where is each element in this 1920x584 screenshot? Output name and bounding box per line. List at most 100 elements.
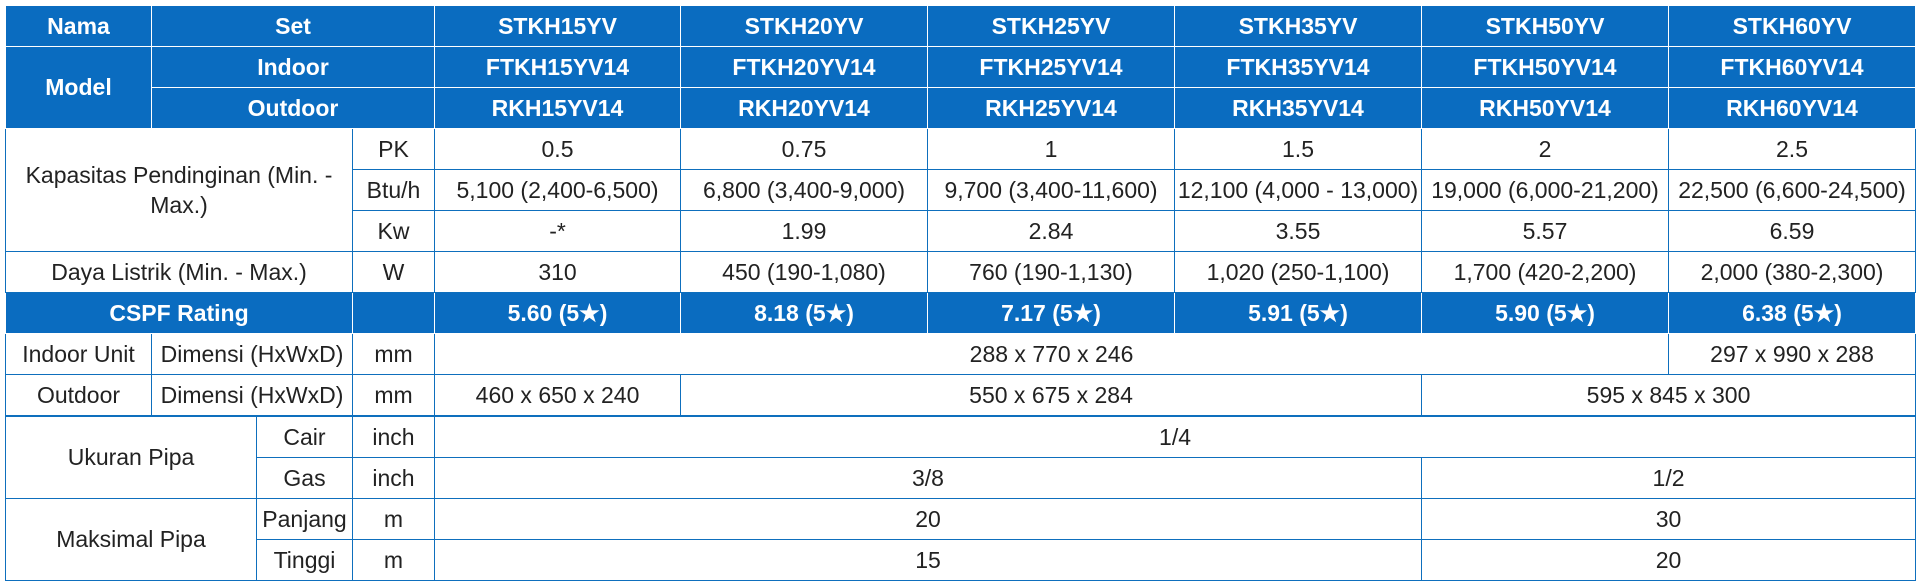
spec-table-wrapper: Nama Set STKH15YV STKH20YV STKH25YV STKH… xyxy=(5,5,1917,416)
unit-cell: m xyxy=(352,498,435,540)
unit-cell: Btu/h xyxy=(351,169,436,211)
outdoor-label: Outdoor xyxy=(150,87,436,129)
indoor-model-cell: FTKH15YV14 xyxy=(434,46,682,88)
spec-table: Nama Set STKH15YV STKH20YV STKH25YV STKH… xyxy=(5,5,1917,416)
value-cell: 2.84 xyxy=(927,210,1176,252)
outdoor-dimension-value-c: 595 x 845 x 300 xyxy=(1421,374,1917,416)
cspf-value: 5.90 (5★) xyxy=(1421,292,1670,334)
value-cell: 2 xyxy=(1421,128,1670,170)
max-pipe-height-label: Tinggi xyxy=(256,539,353,581)
unit-cell: mm xyxy=(351,333,436,375)
value-cell: 310 xyxy=(434,251,682,293)
indoor-model-cell: FTKH60YV14 xyxy=(1668,46,1917,88)
pipe-cair-row: Ukuran Pipa Cair inch 1/4 xyxy=(5,416,1917,499)
cspf-label: CSPF Rating xyxy=(5,292,353,334)
pipe-size-label: Ukuran Pipa xyxy=(5,416,257,499)
outdoor-dimension-label: Dimensi (HxWxD) xyxy=(151,374,353,416)
indoor-label: Indoor xyxy=(150,46,436,88)
value-cell: 6,800 (3,400-9,000) xyxy=(680,169,929,211)
indoor-dimension-label: Dimensi (HxWxD) xyxy=(151,333,353,375)
indoor-dimension-value-a: 288 x 770 x 246 xyxy=(434,333,1670,375)
outdoor-unit-row: Outdoor Dimensi (HxWxD) mm 460 x 650 x 2… xyxy=(5,374,1917,416)
max-pipe-length-row: Maksimal Pipa Panjang m 20 30 xyxy=(5,498,1917,581)
outdoor-model-cell: RKH35YV14 xyxy=(1174,87,1423,129)
cspf-value: 5.60 (5★) xyxy=(434,292,682,334)
outdoor-model-cell: RKH15YV14 xyxy=(434,87,682,129)
value-cell: 22,500 (6,600-24,500) xyxy=(1668,169,1917,211)
unit-cell: Kw xyxy=(351,210,436,252)
value-cell: 1.5 xyxy=(1174,128,1423,170)
outdoor-model-cell: RKH60YV14 xyxy=(1668,87,1917,129)
unit-cell: PK xyxy=(351,128,436,170)
pipe-gas-value-a: 3/8 xyxy=(434,457,1422,499)
value-cell: 1.99 xyxy=(680,210,929,252)
outdoor-dimension-value-a: 460 x 650 x 240 xyxy=(434,374,682,416)
max-pipe-label: Maksimal Pipa xyxy=(5,498,257,581)
outdoor-model-cell: RKH20YV14 xyxy=(680,87,929,129)
lower-table-wrapper: Ukuran Pipa Cair inch 1/4 Gas inch 3/8 1… xyxy=(5,416,1917,581)
set-cell: STKH25YV xyxy=(927,5,1176,47)
unit-cell: m xyxy=(352,539,435,581)
value-cell: 0.5 xyxy=(434,128,682,170)
indoor-unit-label: Indoor Unit xyxy=(5,333,152,375)
value-cell: 1,700 (420-2,200) xyxy=(1421,251,1670,293)
max-pipe-height-value-a: 15 xyxy=(434,539,1422,581)
value-cell: 12,100 (4,000 - 13,000) xyxy=(1174,169,1423,211)
value-cell: 9,700 (3,400-11,600) xyxy=(927,169,1176,211)
cspf-value: 6.38 (5★) xyxy=(1668,292,1917,334)
value-cell: 3.55 xyxy=(1174,210,1423,252)
max-pipe-height-row: Tinggi m 15 20 xyxy=(6,539,1917,581)
cspf-value: 8.18 (5★) xyxy=(680,292,929,334)
model-label: Model xyxy=(5,46,152,129)
value-cell: 2,000 (380-2,300) xyxy=(1668,251,1917,293)
outdoor-model-cell: RKH50YV14 xyxy=(1421,87,1670,129)
value-cell: 760 (190-1,130) xyxy=(927,251,1176,293)
cspf-value: 7.17 (5★) xyxy=(927,292,1176,334)
outdoor-unit-label: Outdoor xyxy=(5,374,152,416)
pipe-cair-label: Cair xyxy=(256,416,353,458)
max-pipe-length-label: Panjang xyxy=(256,498,353,540)
capacity-pk-row: Kapasitas Pendinginan (Min. - Max.) PK 0… xyxy=(5,128,1917,252)
max-pipe-length-value-b: 30 xyxy=(1420,498,1917,540)
value-cell: 19,000 (6,000-21,200) xyxy=(1421,169,1670,211)
power-row: Daya Listrik (Min. - Max.) W 310 450 (19… xyxy=(5,251,1917,293)
value-cell: 5,100 (2,400-6,500) xyxy=(434,169,682,211)
unit-cell: inch xyxy=(352,416,435,458)
value-cell: 1,020 (250-1,100) xyxy=(1174,251,1423,293)
indoor-model-cell: FTKH35YV14 xyxy=(1174,46,1423,88)
cspf-value: 5.91 (5★) xyxy=(1174,292,1423,334)
max-pipe-height-value-b: 20 xyxy=(1420,539,1917,581)
value-cell: 2.5 xyxy=(1668,128,1917,170)
indoor-dimension-value-b: 297 x 990 x 288 xyxy=(1668,333,1917,375)
unit-cell: inch xyxy=(352,457,435,499)
pipe-gas-label: Gas xyxy=(256,457,353,499)
pipe-gas-row: Gas inch 3/8 1/2 xyxy=(6,457,1917,499)
indoor-model-cell: FTKH25YV14 xyxy=(927,46,1176,88)
value-cell: 0.75 xyxy=(680,128,929,170)
set-cell: STKH50YV xyxy=(1421,5,1670,47)
cspf-row: CSPF Rating 5.60 (5★) 8.18 (5★) 7.17 (5★… xyxy=(5,292,1917,334)
set-cell: STKH15YV xyxy=(434,5,682,47)
capacity-label: Kapasitas Pendinginan (Min. - Max.) xyxy=(5,128,353,252)
lower-spec-table: Ukuran Pipa Cair inch 1/4 Gas inch 3/8 1… xyxy=(5,416,1917,581)
cspf-unit-blank xyxy=(351,292,436,334)
pipe-gas-value-b: 1/2 xyxy=(1420,457,1917,499)
max-pipe-length-value-a: 20 xyxy=(434,498,1422,540)
indoor-unit-row: Indoor Unit Dimensi (HxWxD) mm 288 x 770… xyxy=(5,333,1917,375)
unit-cell: W xyxy=(351,251,436,293)
pipe-cair-value: 1/4 xyxy=(433,416,1917,458)
indoor-model-cell: FTKH50YV14 xyxy=(1421,46,1670,88)
value-cell: -* xyxy=(434,210,682,252)
value-cell: 6.59 xyxy=(1668,210,1917,252)
set-label: Set xyxy=(150,5,436,47)
header-row-indoor: Model Indoor FTKH15YV14 FTKH20YV14 FTKH2… xyxy=(5,46,1917,129)
value-cell: 5.57 xyxy=(1421,210,1670,252)
set-cell: STKH35YV xyxy=(1174,5,1423,47)
indoor-model-cell: FTKH20YV14 xyxy=(680,46,929,88)
set-cell: STKH20YV xyxy=(680,5,929,47)
value-cell: 1 xyxy=(927,128,1176,170)
nama-label: Nama xyxy=(5,5,152,47)
set-cell: STKH60YV xyxy=(1668,5,1917,47)
outdoor-model-cell: RKH25YV14 xyxy=(927,87,1176,129)
header-row-outdoor: Outdoor RKH15YV14 RKH20YV14 RKH25YV14 RK… xyxy=(6,87,1917,129)
